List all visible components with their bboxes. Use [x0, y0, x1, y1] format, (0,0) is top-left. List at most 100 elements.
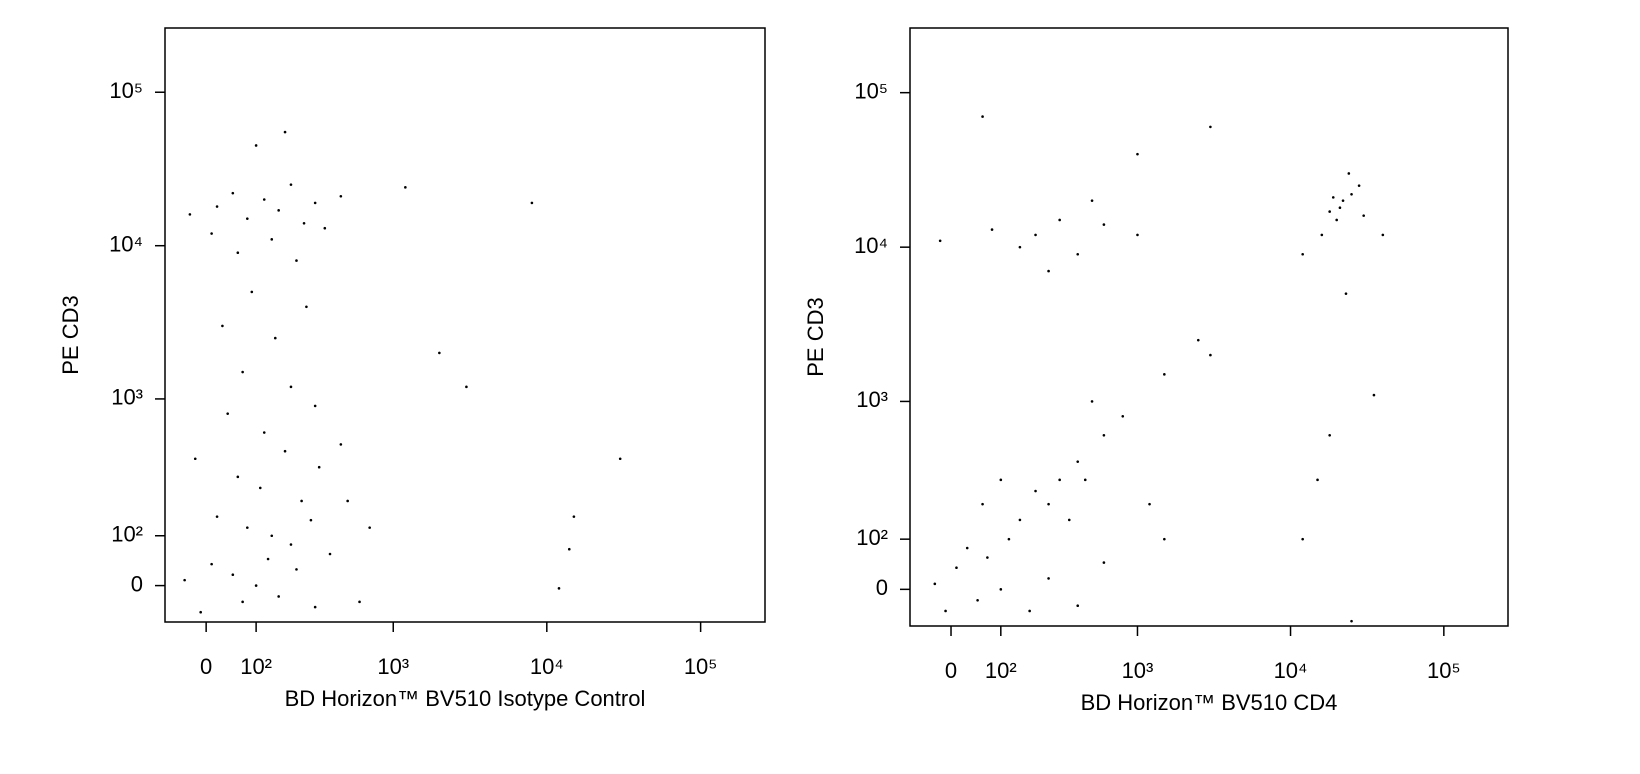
y-tick-label: 10⁵: [109, 78, 143, 103]
dot: [1350, 619, 1353, 623]
dot: [270, 534, 274, 538]
dot: [183, 578, 186, 582]
dot: [270, 238, 274, 241]
dot: [530, 201, 534, 205]
dot: [938, 239, 942, 243]
dot: [1209, 353, 1212, 357]
x-tick-label: 0: [945, 658, 957, 683]
dot: [231, 191, 235, 195]
y-tick-label: 10⁵: [854, 78, 888, 103]
dot: [1301, 252, 1304, 256]
dot: [1076, 604, 1080, 607]
dot: [246, 217, 249, 220]
y-tick-label: 0: [876, 575, 888, 600]
dot: [1047, 269, 1050, 273]
dot: [557, 587, 561, 590]
dot: [1047, 577, 1050, 580]
dot: [231, 573, 235, 577]
dot: [944, 609, 947, 613]
x-tick-label: 10⁵: [1427, 658, 1461, 683]
dot: [976, 599, 979, 602]
dot: [1083, 478, 1087, 482]
dot: [328, 552, 332, 556]
dot: [305, 305, 308, 309]
dot: [1076, 252, 1080, 256]
dot: [567, 547, 571, 551]
dot: [210, 232, 213, 235]
dot: [572, 515, 576, 518]
dot: [1362, 214, 1365, 217]
x-tick-label: 10³: [1122, 658, 1154, 683]
dot: [236, 475, 240, 479]
dot: [933, 582, 937, 586]
y-tick-label: 10³: [111, 385, 143, 410]
dot: [438, 351, 441, 355]
dot: [1102, 433, 1106, 437]
dot: [1320, 233, 1324, 237]
dot: [1018, 245, 1022, 249]
dot: [981, 502, 984, 506]
dot: [323, 226, 327, 230]
dot: [1344, 292, 1348, 295]
dot: [283, 449, 287, 453]
dot: [1121, 414, 1125, 418]
y-axis-label: PE CD3: [803, 297, 828, 376]
dot: [295, 568, 298, 571]
dot: [1163, 537, 1166, 541]
dot: [990, 228, 994, 231]
y-tick-label: 10⁴: [854, 233, 888, 258]
dot: [283, 130, 287, 134]
dot: [1381, 233, 1385, 237]
dot: [465, 385, 468, 389]
dot: [1028, 609, 1031, 613]
plot-frame: [909, 27, 1509, 627]
y-tick-label: 10³: [856, 387, 888, 412]
dot: [1328, 433, 1331, 437]
dot: [1357, 184, 1361, 187]
x-axis-label: BD Horizon™ BV510 CD4: [1081, 690, 1338, 715]
dot: [193, 457, 197, 461]
dot: [1018, 518, 1022, 522]
y-tick-label: 10²: [111, 522, 143, 547]
dot: [241, 370, 244, 374]
dot: [1067, 518, 1071, 522]
dot: [313, 404, 317, 408]
dot: [1148, 502, 1151, 506]
dot: [289, 183, 293, 186]
dot: [1090, 199, 1094, 202]
dot: [277, 595, 280, 598]
dot: [289, 543, 293, 546]
y-tick-label: 10²: [856, 525, 888, 550]
dot: [1136, 233, 1139, 237]
dot: [300, 499, 303, 503]
dot: [999, 478, 1003, 482]
dot: [618, 457, 622, 461]
dot: [295, 259, 298, 262]
dot: [210, 562, 213, 566]
dot: [1034, 233, 1037, 237]
dot: [981, 115, 984, 118]
dot: [1090, 400, 1094, 403]
dot: [215, 515, 219, 518]
y-tick-label: 0: [131, 571, 143, 596]
dot: [1034, 489, 1037, 493]
dot: [1196, 338, 1200, 342]
dot: [309, 518, 313, 522]
x-axis-label: BD Horizon™ BV510 Isotype Control: [285, 686, 646, 711]
dot: [1341, 199, 1345, 202]
dot: [1328, 210, 1331, 213]
dot: [254, 584, 258, 587]
dot: [246, 526, 249, 529]
dot: [1102, 223, 1106, 226]
dot: [1335, 218, 1338, 222]
dot: [313, 605, 317, 609]
x-tick-label: 10²: [240, 654, 272, 679]
dot: [302, 221, 306, 225]
dot: [262, 431, 266, 434]
dot: [339, 194, 343, 198]
dot: [965, 546, 969, 550]
dot: [1058, 478, 1061, 482]
x-tick-label: 10⁴: [1274, 658, 1308, 683]
dot: [1076, 460, 1080, 463]
